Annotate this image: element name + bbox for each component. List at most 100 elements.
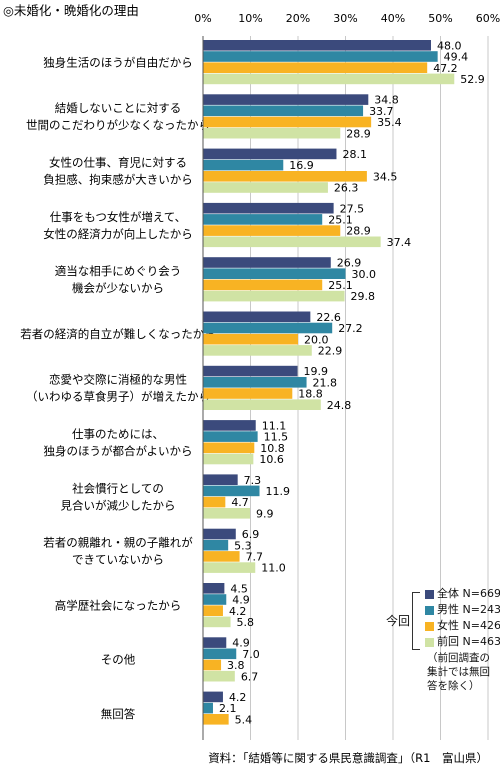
- bar-5-0: [203, 311, 311, 323]
- bar-8-3: [203, 508, 251, 519]
- bar-2-1: [203, 159, 284, 171]
- value-label-6-1: 21.8: [313, 376, 338, 389]
- bar-9-1: [203, 539, 229, 551]
- value-label-3-0: 27.5: [340, 202, 365, 215]
- bar-9-0: [203, 528, 236, 540]
- bar-2-3: [203, 182, 328, 193]
- value-labels: 48.049.447.252.9 34.833.735.4 28.9 28.1 16.9…: [219, 39, 485, 726]
- value-label-12-0: 4.2: [229, 691, 247, 704]
- legend-label-1: 男性 N=243: [437, 603, 500, 616]
- bar-1-1: [203, 105, 364, 117]
- value-label-11-0: 4.9: [232, 637, 250, 650]
- value-label-3-2: 28.9: [346, 225, 371, 238]
- bar-3-1: [203, 214, 323, 225]
- bar-12-2: [203, 714, 229, 725]
- value-label-12-1: 2.1: [219, 702, 237, 715]
- legend-swatch-0: [425, 589, 434, 599]
- x-tick-label-6: 60%: [476, 12, 500, 25]
- bar-6-0: [203, 365, 298, 377]
- legend-label-3: 前回 N=463: [437, 635, 500, 648]
- bar-8-1: [203, 485, 260, 497]
- bar-2-0: [203, 148, 337, 160]
- value-label-9-1: 5.3: [234, 539, 252, 552]
- category-labels: 独身生活のほうが自由だから結婚しないことに対する世間のこだわりが少なくなったから…: [20, 55, 216, 721]
- bar-5-1: [203, 322, 333, 334]
- category-label-2-1: 負担感、拘束感が大きいから: [43, 173, 193, 187]
- category-label-7-0: 仕事のためには、: [72, 427, 164, 441]
- value-label-10-3: 5.8: [237, 616, 255, 629]
- category-label-12-0: 無回答: [101, 707, 136, 721]
- bar-5-3: [203, 345, 312, 356]
- bar-4-2: [203, 279, 323, 291]
- value-label-5-2: 20.0: [304, 333, 329, 346]
- bars: [203, 40, 455, 725]
- category-label-6-0: 恋愛や交際に消極的な男性: [49, 373, 187, 387]
- value-label-1-1: 33.7: [369, 105, 394, 118]
- category-label-1-1: 世間のこだわりが少なくなったから: [26, 118, 210, 132]
- value-label-6-0: 19.9: [304, 365, 329, 378]
- bar-6-3: [203, 399, 321, 410]
- value-label-4-0: 26.9: [337, 257, 362, 270]
- value-label-1-2: 35.4: [377, 116, 402, 129]
- x-tick-label-2: 20%: [286, 12, 310, 25]
- bar-10-1: [203, 594, 227, 605]
- category-label-1-0: 結婚しないことに対する: [55, 101, 182, 115]
- value-label-5-3: 22.9: [318, 345, 343, 358]
- value-label-9-2: 7.7: [246, 551, 264, 564]
- x-tick-label-5: 50%: [428, 12, 452, 25]
- legend-item-3: 前回 N=463: [425, 634, 500, 650]
- value-label-8-3: 9.9: [256, 507, 274, 520]
- category-label-6-1: （いわゆる草食男子）が増えたから: [26, 390, 210, 404]
- bar-12-0: [203, 691, 223, 703]
- value-label-10-1: 4.9: [232, 594, 250, 607]
- value-label-3-1: 25.1: [328, 214, 353, 227]
- bar-11-0: [203, 637, 227, 648]
- bar-7-2: [203, 442, 255, 454]
- value-label-1-0: 34.8: [374, 94, 399, 107]
- value-label-0-2: 47.2: [433, 62, 458, 75]
- value-label-8-2: 4.7: [231, 496, 249, 509]
- legend-swatch-2: [425, 621, 434, 631]
- value-label-10-2: 4.2: [229, 605, 247, 618]
- chart-title: ◎未婚化・晩婚化の理由: [3, 3, 139, 18]
- bar-3-2: [203, 225, 341, 236]
- legend-item-0: 全体 N=669: [425, 586, 500, 602]
- bar-0-0: [203, 40, 431, 51]
- category-label-3-0: 仕事をもつ女性が増えて、: [50, 210, 186, 224]
- bar-11-1: [203, 648, 237, 660]
- category-label-8-1: 見合いが減少したから: [61, 498, 176, 512]
- bar-11-2: [203, 659, 222, 671]
- value-label-7-3: 10.6: [259, 453, 284, 466]
- bar-9-3: [203, 562, 256, 573]
- value-label-8-1: 11.9: [266, 485, 291, 498]
- legend-swatch-3: [425, 637, 434, 647]
- bar-1-0: [203, 94, 369, 105]
- bar-1-2: [203, 116, 372, 128]
- bar-10-3: [203, 616, 231, 628]
- value-label-2-3: 26.3: [334, 182, 359, 195]
- bar-0-1: [203, 51, 438, 62]
- value-label-1-3: 28.9: [346, 127, 371, 140]
- value-label-8-0: 7.3: [244, 474, 261, 487]
- value-label-11-3: 6.7: [241, 670, 259, 683]
- category-label-10-0: 高学歴社会になったから: [55, 598, 182, 612]
- x-tick-label-0: 0%: [194, 12, 211, 25]
- bar-4-3: [203, 290, 345, 302]
- value-label-9-3: 11.0: [261, 562, 286, 575]
- value-label-0-1: 49.4: [444, 51, 469, 64]
- bar-7-3: [203, 453, 254, 465]
- x-axis-ticks: 0% 10% 20% 30% 40% 50% 60%: [194, 12, 500, 25]
- value-label-7-1: 11.5: [264, 431, 289, 444]
- category-label-5-0: 若者の経済的自立が難しくなったから: [20, 327, 216, 341]
- value-label-4-3: 29.8: [351, 290, 376, 303]
- value-label-0-0: 48.0: [437, 39, 462, 52]
- value-label-11-1: 7.0: [242, 648, 260, 661]
- bar-0-2: [203, 62, 428, 73]
- x-tick-label-4: 40%: [381, 12, 405, 25]
- bar-4-0: [203, 257, 331, 268]
- category-label-8-0: 社会慣行としての: [72, 481, 164, 495]
- value-label-7-0: 11.1: [262, 420, 287, 433]
- bar-12-1: [203, 702, 213, 714]
- value-label-11-2: 3.8: [227, 659, 245, 672]
